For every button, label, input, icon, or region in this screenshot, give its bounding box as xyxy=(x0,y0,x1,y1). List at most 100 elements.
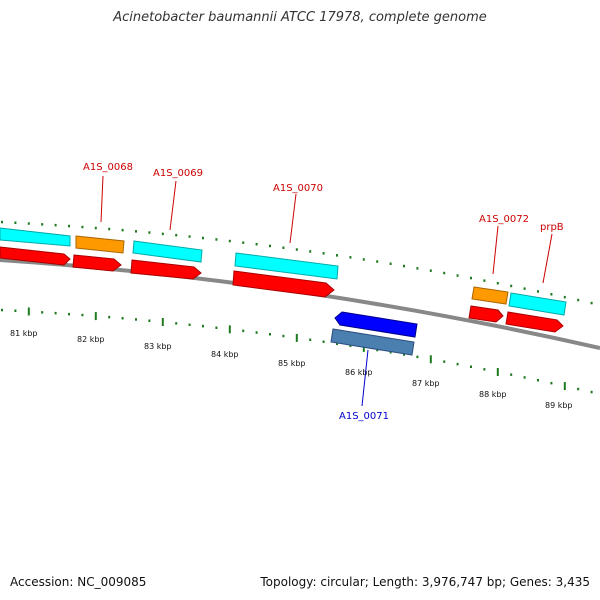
feature-a1s-0069[interactable] xyxy=(130,240,203,280)
minor-tick xyxy=(336,254,338,257)
minor-tick xyxy=(322,340,325,343)
scale-label: 87 kbp xyxy=(412,379,440,388)
minor-tick xyxy=(523,287,526,290)
minor-tick xyxy=(322,252,325,255)
minor-tick xyxy=(510,373,513,376)
minor-tick xyxy=(135,230,137,233)
minor-tick xyxy=(282,246,285,249)
minor-tick xyxy=(537,290,539,293)
minor-tick xyxy=(429,269,432,272)
accession-text: Accession: NC_009085 xyxy=(10,575,147,589)
feature-a1s-0070[interactable] xyxy=(232,252,339,298)
minor-tick xyxy=(188,235,191,238)
minor-tick xyxy=(255,243,258,246)
minor-tick xyxy=(550,293,553,296)
minor-tick xyxy=(496,282,499,285)
minor-tick xyxy=(523,376,526,379)
minor-tick xyxy=(443,360,446,363)
feature-a1s-0068[interactable] xyxy=(72,235,125,272)
minor-tick xyxy=(14,221,17,224)
minor-tick xyxy=(577,298,580,302)
minor-tick xyxy=(443,271,446,275)
minor-tick xyxy=(590,390,593,394)
minor-tick xyxy=(215,238,218,241)
minor-tick xyxy=(81,225,84,229)
feature-a1s-0071[interactable] xyxy=(330,311,418,356)
major-tick xyxy=(27,307,30,316)
minor-tick xyxy=(202,236,204,240)
scale-label: 88 kbp xyxy=(479,390,507,399)
minor-tick xyxy=(282,334,285,338)
minor-tick xyxy=(510,284,513,288)
minor-tick xyxy=(41,311,44,314)
minor-tick xyxy=(175,322,178,325)
minor-tick xyxy=(68,312,70,316)
minor-tick xyxy=(175,233,178,237)
minor-tick xyxy=(362,258,365,261)
minor-tick xyxy=(255,331,258,334)
minor-tick xyxy=(228,239,231,243)
major-tick xyxy=(228,325,231,334)
minor-tick xyxy=(94,226,97,230)
minor-tick xyxy=(108,227,111,231)
major-tick xyxy=(295,333,298,342)
map-title: Acinetobacter baumannii ATCC 17978, comp… xyxy=(113,10,487,25)
minor-tick xyxy=(563,295,566,299)
minor-tick xyxy=(1,220,3,224)
minor-tick xyxy=(537,379,539,382)
minor-tick xyxy=(309,338,312,341)
minor-tick xyxy=(590,301,593,305)
minor-tick xyxy=(188,323,191,326)
minor-tick xyxy=(376,348,379,352)
label-a1s-0069[interactable]: A1S_0069 xyxy=(153,168,203,179)
minor-tick xyxy=(483,279,486,282)
minor-tick xyxy=(242,241,245,244)
label-a1s-0070[interactable]: A1S_0070 xyxy=(273,183,323,194)
label-a1s-0071[interactable]: A1S_0071 xyxy=(339,411,389,422)
minor-tick xyxy=(349,256,352,259)
minor-tick xyxy=(336,342,338,345)
minor-tick xyxy=(389,262,392,265)
minor-tick xyxy=(483,368,486,371)
label-leaders xyxy=(100,175,553,407)
major-tick xyxy=(161,318,164,326)
minor-tick xyxy=(269,244,271,248)
minor-tick xyxy=(54,311,57,315)
major-tick xyxy=(496,368,499,376)
minor-tick xyxy=(470,276,472,280)
genome-summary-text: Topology: circular; Length: 3,976,747 bp… xyxy=(260,575,590,589)
minor-tick xyxy=(161,232,164,236)
label-prpb[interactable]: prpB xyxy=(540,222,564,233)
scale-label: 83 kbp xyxy=(144,342,172,351)
scale-labels: 81 kbp 82 kbp 83 kbp 84 kbp 85 kbp 86 kb… xyxy=(10,329,573,410)
minor-tick xyxy=(108,315,111,319)
minor-tick xyxy=(416,355,419,359)
minor-tick xyxy=(202,324,204,328)
scale-label: 89 kbp xyxy=(545,401,573,410)
minor-tick xyxy=(135,318,137,321)
minor-tick xyxy=(121,228,124,232)
minor-tick xyxy=(403,264,405,268)
minor-tick xyxy=(148,319,151,322)
minor-tick xyxy=(403,353,405,356)
minor-tick xyxy=(577,387,580,391)
minor-tick xyxy=(81,313,84,317)
label-a1s-0068[interactable]: A1S_0068 xyxy=(83,162,133,173)
minor-tick xyxy=(550,381,553,385)
major-tick xyxy=(429,355,432,364)
major-tick xyxy=(563,382,566,391)
minor-tick xyxy=(416,267,419,270)
minor-tick xyxy=(14,309,17,312)
minor-tick xyxy=(68,224,70,228)
feature-a1s-0072[interactable] xyxy=(468,286,509,323)
minor-tick xyxy=(269,333,271,336)
scale-label: 82 kbp xyxy=(77,335,105,344)
label-a1s-0072[interactable]: A1S_0072 xyxy=(479,214,529,225)
feature-prpb[interactable] xyxy=(505,292,567,333)
minor-tick xyxy=(242,329,245,333)
minor-tick xyxy=(54,223,57,227)
minor-tick xyxy=(349,344,352,347)
scale-label: 85 kbp xyxy=(278,359,306,368)
minor-tick xyxy=(456,362,459,366)
